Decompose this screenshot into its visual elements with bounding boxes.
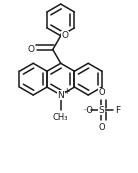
- Text: S: S: [99, 106, 104, 115]
- Text: CH₃: CH₃: [53, 113, 68, 122]
- Text: O: O: [27, 45, 34, 54]
- Text: O: O: [98, 88, 105, 97]
- Text: +: +: [63, 88, 69, 97]
- Text: O: O: [98, 123, 105, 132]
- Text: F: F: [115, 106, 120, 115]
- Text: N: N: [57, 90, 64, 99]
- Text: O: O: [62, 31, 69, 40]
- Text: ⁻O: ⁻O: [83, 106, 94, 115]
